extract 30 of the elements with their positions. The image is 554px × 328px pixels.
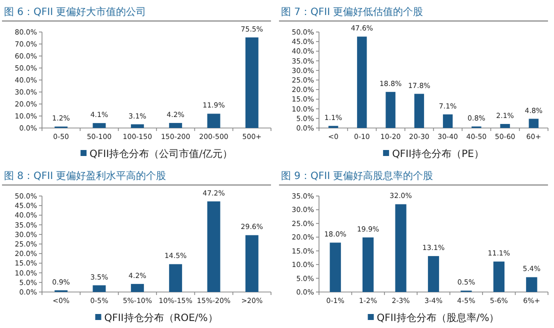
legend-label: QFII持仓分布（PE） [392, 148, 484, 160]
bar [526, 277, 538, 292]
bar [500, 124, 510, 128]
bar [130, 284, 144, 292]
bar [362, 237, 374, 292]
bar [414, 94, 424, 128]
bar [330, 242, 341, 292]
bar [207, 114, 220, 128]
bar [442, 114, 453, 128]
bar [92, 285, 106, 292]
bar [428, 256, 440, 292]
bar [207, 201, 220, 292]
bar [493, 262, 504, 292]
legend-label: QFII持仓分布（股息率/%） [376, 312, 500, 324]
bar [386, 92, 396, 128]
chart-title: 图 7：QFII 更偏好低估值的个股 [281, 6, 424, 18]
bar [357, 36, 367, 128]
bar [245, 235, 258, 292]
chart-title: 图 9：QFII 更偏好高股息率的个股 [281, 170, 434, 182]
chart-title: 图 8：QFII 更偏好盈利水平高的个股 [4, 170, 166, 182]
chart-title: 图 6：QFII 更偏好大市值的公司 [4, 6, 146, 18]
bar [130, 124, 144, 128]
bar [395, 204, 406, 292]
bar [245, 37, 258, 128]
legend-label: QFII持仓分布（ROE/%） [104, 312, 218, 324]
legend-label: QFII持仓分布（公司市值/亿元） [90, 148, 232, 160]
bar [169, 122, 182, 128]
bar [169, 264, 182, 292]
bar [528, 118, 539, 128]
bar [92, 123, 106, 128]
